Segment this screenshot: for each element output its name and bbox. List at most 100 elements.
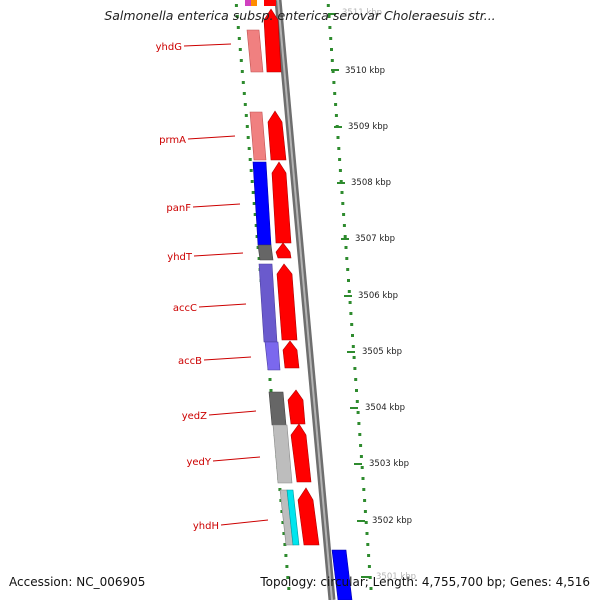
partial-feature-orange: [251, 0, 257, 6]
leader-yedY: [212, 456, 261, 462]
inner-ring-dot: [234, 4, 238, 7]
scale-ticks: [328, 13, 369, 578]
gene-label-yedZ[interactable]: yedZ: [182, 411, 207, 422]
inner-ring-dot: [242, 92, 246, 95]
cds-arrows: [263, 8, 320, 546]
leader-yedZ: [208, 410, 257, 416]
cds-arrow-prmA[interactable]: [267, 110, 287, 161]
inner-ring-dot: [235, 15, 239, 18]
gene-label-yhdH[interactable]: yhdH: [193, 521, 219, 532]
outer-ring-dot: [342, 224, 346, 227]
cds-arrow-accB[interactable]: [282, 340, 300, 369]
inner-ring-dot: [236, 26, 240, 29]
cds-arrow-yedY[interactable]: [290, 423, 312, 483]
cog-bar-yedZ[interactable]: [268, 391, 287, 426]
outer-ring-dot: [330, 59, 334, 62]
outer-ring-dot: [339, 180, 343, 183]
inner-ring-dot: [239, 59, 243, 62]
inner-ring-dot: [284, 554, 288, 557]
cds-arrow-yhdH[interactable]: [297, 487, 320, 546]
outer-ring-dot: [364, 521, 368, 524]
cds-arrow-yhdT[interactable]: [275, 242, 292, 259]
outer-ring-dot: [355, 400, 359, 403]
inner-ring-dot: [241, 81, 245, 84]
outer-ring-dot: [330, 48, 333, 51]
outer-ring-dot: [361, 477, 365, 480]
outer-ring-dot: [362, 488, 366, 491]
inner-ring-dot: [283, 543, 287, 546]
cds-arrow-panF[interactable]: [271, 161, 292, 244]
inner-ring-dot: [280, 510, 284, 513]
tick-label-3501: 3501 kbp: [376, 572, 416, 582]
outer-ring-dot: [340, 191, 344, 194]
inner-ring-dot: [282, 532, 286, 535]
outer-ring-dot: [338, 158, 342, 161]
cog-bar-yhdT[interactable]: [257, 244, 274, 261]
inner-ring-dot: [237, 37, 241, 40]
outer-ring-dot: [355, 389, 358, 392]
outer-ring-dot: [336, 136, 340, 139]
tick-label-3504: 3504 kbp: [365, 403, 405, 413]
map-title: Salmonella enterica subsp. enterica sero…: [104, 8, 496, 23]
inner-ring-dot: [248, 158, 252, 161]
leader-yhdH: [220, 519, 269, 526]
inner-ring-dot: [257, 257, 261, 260]
gene-label-prmA[interactable]: prmA: [159, 135, 186, 146]
outer-ring-dot: [363, 510, 367, 513]
inner-ring-dot: [238, 48, 242, 51]
inner-ring-dot: [250, 180, 254, 183]
inner-ring-dot: [281, 521, 285, 524]
cog-bar-yhdG[interactable]: [246, 29, 264, 73]
outer-ring-dot: [331, 70, 335, 73]
tick-label-3506: 3506 kbp: [358, 291, 398, 301]
inner-ring-dot: [251, 191, 255, 194]
cog-bar-panF[interactable]: [252, 161, 272, 246]
inner-ring-dot: [252, 202, 256, 205]
outer-ring-dot: [357, 422, 361, 425]
inner-ring-dot: [278, 488, 282, 491]
cog-bar-yedY[interactable]: [272, 424, 293, 484]
leader-accC: [198, 303, 247, 308]
cog-bar-prmA[interactable]: [249, 111, 267, 161]
cds-arrow-yhdG[interactable]: [263, 8, 282, 73]
gene-label-yhdG[interactable]: yhdG: [156, 42, 182, 53]
leader-accB: [203, 356, 252, 361]
inner-ring-dot: [253, 213, 257, 216]
backbone-highlight: [277, 0, 333, 600]
outer-ring-dot: [354, 378, 358, 381]
inner-ring-dot: [240, 70, 244, 73]
gene-label-accC[interactable]: accC: [173, 303, 197, 314]
inner-ring-dot: [254, 224, 258, 227]
leader-yhdG: [183, 43, 232, 47]
outer-ring-dot: [347, 290, 351, 293]
gene-label-accB[interactable]: accB: [178, 356, 202, 367]
inner-ring-dot: [244, 114, 248, 117]
outer-ring-dot: [350, 323, 354, 326]
gene-label-yedY[interactable]: yedY: [186, 457, 211, 468]
inner-ring-dot: [255, 235, 259, 238]
outer-ring-dot: [347, 279, 350, 282]
outer-ring-dot: [366, 543, 370, 546]
outer-ring-dot: [359, 455, 363, 458]
outer-ring-dot: [369, 587, 373, 590]
outer-ring-dot: [329, 37, 333, 40]
outer-ring-dot: [328, 26, 332, 29]
tick-label-3502: 3502 kbp: [372, 516, 412, 526]
cog-bar-accC[interactable]: [258, 263, 278, 343]
tick-label-3508: 3508 kbp: [351, 178, 391, 188]
gene-label-yhdT[interactable]: yhdT: [167, 252, 193, 263]
inner-ring-dot: [249, 169, 253, 172]
outer-ring-dot: [338, 169, 342, 172]
outer-ring-dot: [334, 103, 338, 106]
cog-bar-yhdH-b[interactable]: [286, 489, 300, 546]
accession-text: Accession: NC_006905: [9, 575, 146, 589]
cds-arrow-accC[interactable]: [276, 263, 298, 341]
leader-panF: [192, 203, 241, 208]
gene-label-panF[interactable]: panF: [166, 203, 191, 214]
outer-ring-dot: [343, 235, 347, 238]
tick-label-3509: 3509 kbp: [348, 122, 388, 132]
cog-bar-accB[interactable]: [264, 341, 281, 371]
outer-ring-dot: [363, 499, 367, 502]
cds-arrow-yedZ[interactable]: [287, 389, 306, 425]
